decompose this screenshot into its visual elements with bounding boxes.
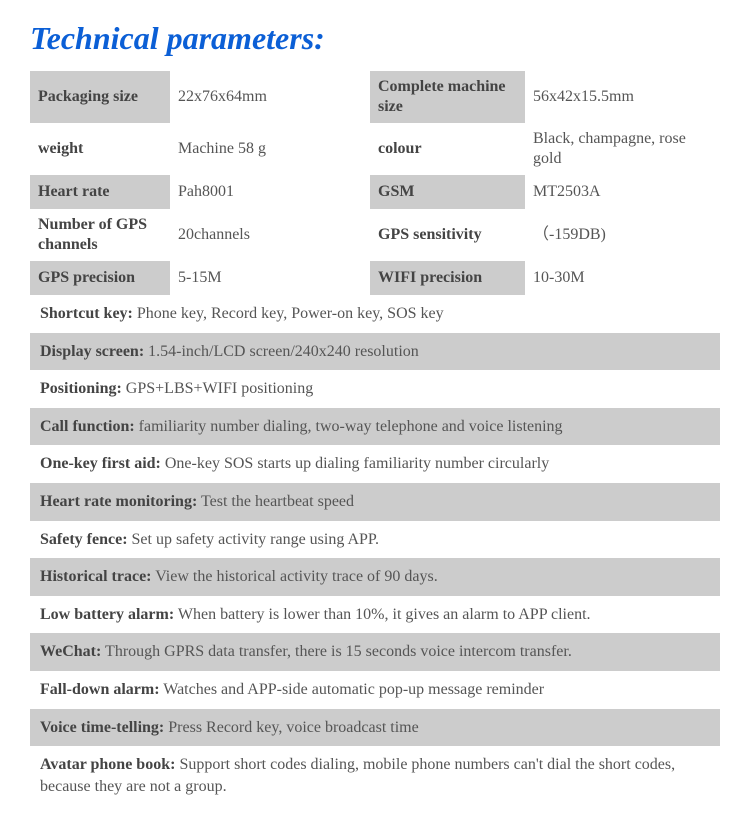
feature-row: Positioning: GPS+LBS+WIFI positioning (30, 370, 720, 408)
feature-row: Heart rate monitoring: Test the heartbea… (30, 483, 720, 521)
feature-row: Historical trace: View the historical ac… (30, 558, 720, 596)
spec-label: Complete machine size (370, 71, 525, 123)
feature-label: Heart rate monitoring: (40, 493, 197, 510)
spec-value: Black, champagne, rose gold (525, 123, 720, 175)
spec-value: （-159DB) (525, 209, 720, 261)
spec-value: Pah8001 (170, 175, 370, 209)
feature-label: Shortcut key: (40, 305, 133, 322)
feature-label: Avatar phone book: (40, 756, 175, 773)
feature-label: Low battery alarm: (40, 606, 174, 623)
feature-row: Display screen: 1.54-inch/LCD screen/240… (30, 333, 720, 371)
spec-label: weight (30, 123, 170, 175)
feature-row: One-key first aid: One-key SOS starts up… (30, 445, 720, 483)
feature-label: Positioning: (40, 380, 122, 397)
feature-row: Fall-down alarm: Watches and APP-side au… (30, 671, 720, 709)
feature-row: Shortcut key: Phone key, Record key, Pow… (30, 295, 720, 333)
feature-label: One-key first aid: (40, 455, 161, 472)
feature-label: Historical trace: (40, 568, 152, 585)
feature-label: Voice time-telling: (40, 719, 164, 736)
feature-label: Display screen: (40, 343, 144, 360)
spec-grid: Packaging size22x76x64mmComplete machine… (30, 71, 720, 295)
feature-value: One-key SOS starts up dialing familiarit… (161, 455, 549, 472)
feature-row: Avatar phone book: Support short codes d… (30, 746, 720, 805)
spec-label: Number of GPS channels (30, 209, 170, 261)
spec-value: 56x42x15.5mm (525, 71, 720, 123)
spec-label: GSM (370, 175, 525, 209)
feature-row: Call function: familiarity number dialin… (30, 408, 720, 446)
feature-value: Through GPRS data transfer, there is 15 … (101, 643, 572, 660)
spec-label: WIFI precision (370, 261, 525, 295)
feature-value: Press Record key, voice broadcast time (164, 719, 418, 736)
spec-label: GPS sensitivity (370, 209, 525, 261)
spec-label: Packaging size (30, 71, 170, 123)
feature-value: Set up safety activity range using APP. (128, 531, 380, 548)
page-title: Technical parameters: (30, 20, 720, 57)
feature-value: View the historical activity trace of 90… (152, 568, 438, 585)
spec-value: Machine 58 g (170, 123, 370, 175)
spec-value: MT2503A (525, 175, 720, 209)
spec-value: 20channels (170, 209, 370, 261)
feature-label: Call function: (40, 418, 135, 435)
feature-label: Safety fence: (40, 531, 128, 548)
feature-value: Watches and APP-side automatic pop-up me… (160, 681, 545, 698)
feature-value: When battery is lower than 10%, it gives… (174, 606, 590, 623)
feature-row: Safety fence: Set up safety activity ran… (30, 521, 720, 559)
feature-value: Phone key, Record key, Power-on key, SOS… (133, 305, 444, 322)
feature-value: Test the heartbeat speed (197, 493, 354, 510)
spec-label: colour (370, 123, 525, 175)
spec-value: 5-15M (170, 261, 370, 295)
spec-label: GPS precision (30, 261, 170, 295)
feature-list: Shortcut key: Phone key, Record key, Pow… (30, 295, 720, 805)
feature-label: Fall-down alarm: (40, 681, 160, 698)
feature-label: WeChat: (40, 643, 101, 660)
feature-row: Low battery alarm: When battery is lower… (30, 596, 720, 634)
feature-value: 1.54-inch/LCD screen/240x240 resolution (144, 343, 419, 360)
feature-row: Voice time-telling: Press Record key, vo… (30, 709, 720, 747)
spec-value: 22x76x64mm (170, 71, 370, 123)
spec-label: Heart rate (30, 175, 170, 209)
feature-value: GPS+LBS+WIFI positioning (122, 380, 313, 397)
spec-value: 10-30M (525, 261, 720, 295)
feature-row: WeChat: Through GPRS data transfer, ther… (30, 633, 720, 671)
feature-value: familiarity number dialing, two-way tele… (135, 418, 563, 435)
page-container: Technical parameters: Packaging size22x7… (0, 0, 750, 825)
